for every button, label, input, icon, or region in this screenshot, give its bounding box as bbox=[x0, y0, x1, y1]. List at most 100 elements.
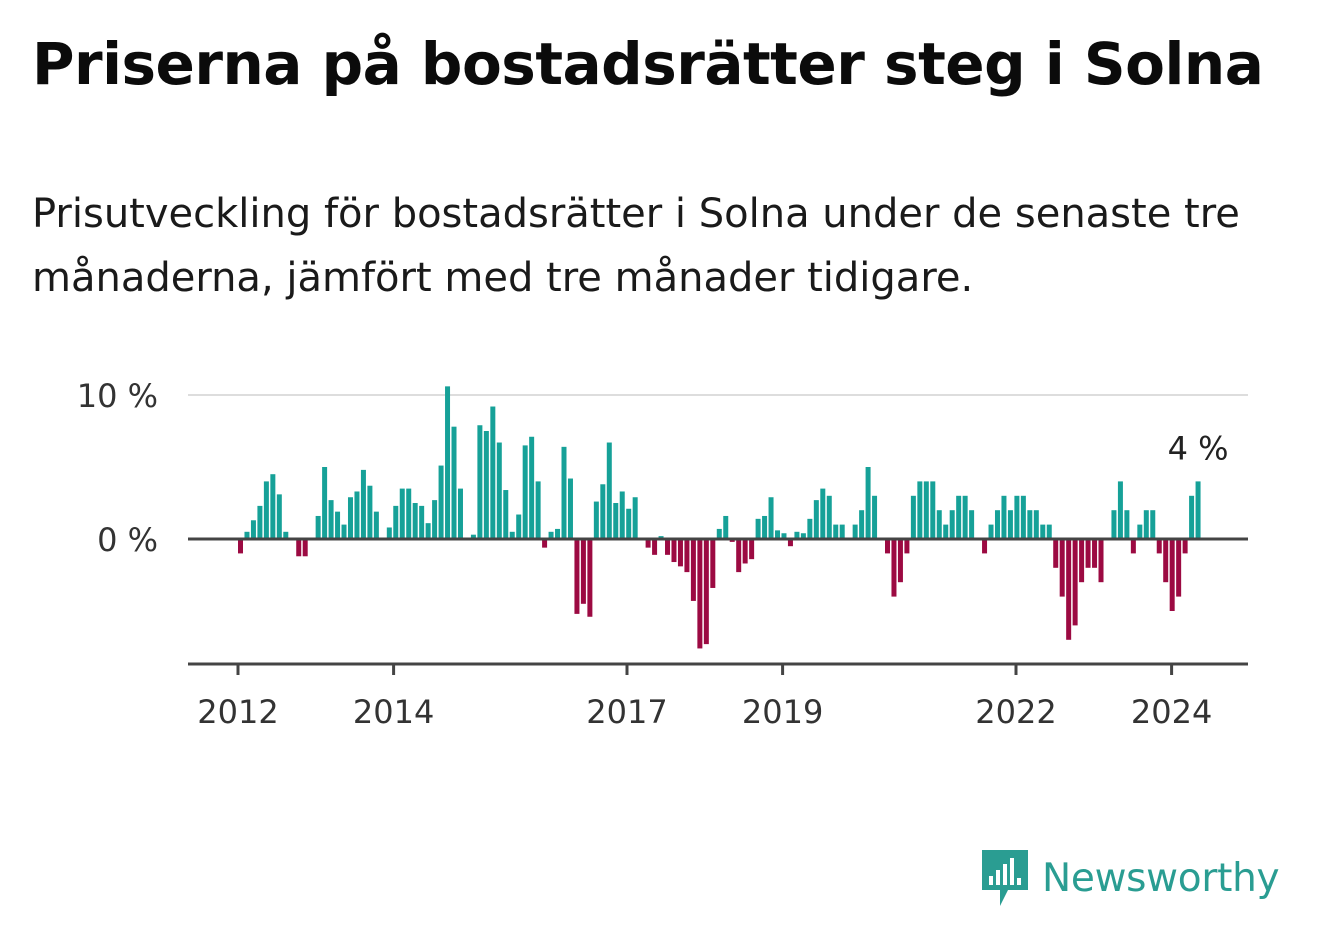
bar bbox=[703, 539, 709, 645]
bar bbox=[496, 442, 502, 539]
bar bbox=[619, 491, 625, 539]
bar bbox=[1182, 539, 1188, 554]
x-tick-label: 2019 bbox=[742, 693, 823, 731]
bar bbox=[1001, 495, 1007, 539]
bar bbox=[897, 539, 903, 583]
bar bbox=[457, 488, 463, 539]
bar bbox=[1053, 539, 1059, 568]
x-tick-label: 2014 bbox=[353, 693, 434, 731]
bar bbox=[1176, 539, 1182, 597]
bar bbox=[393, 505, 399, 539]
bar bbox=[736, 539, 742, 573]
bar bbox=[1098, 539, 1104, 583]
bar bbox=[936, 510, 942, 539]
bar bbox=[872, 495, 878, 539]
bar bbox=[257, 505, 263, 539]
bar bbox=[250, 520, 256, 539]
bar bbox=[1046, 524, 1052, 539]
bar bbox=[1092, 539, 1098, 568]
bar bbox=[885, 539, 890, 554]
bar bbox=[962, 495, 968, 539]
bar bbox=[1137, 524, 1143, 539]
bar bbox=[697, 539, 703, 649]
bar bbox=[794, 531, 800, 539]
bar bbox=[820, 488, 826, 539]
bar bbox=[593, 501, 599, 539]
bar bbox=[548, 531, 554, 539]
bar bbox=[1027, 510, 1033, 539]
bar bbox=[652, 539, 658, 555]
bar bbox=[347, 497, 353, 539]
bar bbox=[677, 539, 683, 567]
bar bbox=[865, 467, 871, 539]
bar bbox=[645, 539, 651, 548]
bar bbox=[1163, 539, 1169, 583]
bar bbox=[1124, 510, 1130, 539]
bar bbox=[859, 510, 865, 539]
bar bbox=[755, 518, 761, 539]
bar bbox=[555, 528, 561, 539]
bar bbox=[335, 511, 341, 539]
bar bbox=[891, 539, 897, 597]
tick-labels: 0 % 10 % 2012 2014 2017 2019 2022 2024 4 % bbox=[77, 377, 1229, 731]
bar bbox=[315, 515, 321, 539]
bar bbox=[386, 527, 392, 539]
bar bbox=[535, 481, 541, 539]
bar bbox=[1156, 539, 1162, 554]
bar bbox=[276, 494, 282, 539]
bar bbox=[516, 514, 522, 539]
bar bbox=[807, 518, 813, 539]
newsworthy-logo-icon bbox=[982, 850, 1028, 906]
chart-title: Priserna på bostadsrätter steg i Solna bbox=[32, 30, 1264, 98]
bar bbox=[477, 425, 483, 539]
bar bbox=[412, 503, 418, 539]
bar bbox=[904, 539, 910, 554]
bar bbox=[509, 531, 515, 539]
bar bbox=[360, 469, 366, 539]
y-tick-label: 0 % bbox=[97, 521, 158, 559]
bar bbox=[1085, 539, 1091, 568]
bar bbox=[833, 524, 839, 539]
bar bbox=[270, 474, 276, 539]
bar bbox=[632, 497, 638, 539]
bar bbox=[949, 510, 955, 539]
bar bbox=[1014, 495, 1020, 539]
chart-subtitle: Prisutveckling för bostadsrätter i Solna… bbox=[32, 191, 1240, 301]
bar-series bbox=[238, 386, 1201, 649]
bar bbox=[781, 533, 787, 539]
bar bbox=[775, 530, 781, 539]
bar bbox=[800, 533, 806, 539]
bar bbox=[684, 539, 690, 573]
bar bbox=[522, 445, 528, 539]
bar bbox=[600, 484, 606, 539]
bar bbox=[1072, 539, 1078, 626]
bar bbox=[1130, 539, 1136, 554]
bar bbox=[956, 495, 962, 539]
bar bbox=[626, 508, 632, 539]
bar bbox=[813, 500, 819, 539]
bar bbox=[399, 488, 405, 539]
bar bbox=[1143, 510, 1149, 539]
bar bbox=[1033, 510, 1039, 539]
bar bbox=[574, 539, 580, 614]
brand-logo: Newsworthy bbox=[980, 848, 1280, 908]
bar bbox=[671, 539, 677, 563]
bar bbox=[328, 500, 334, 539]
axes bbox=[188, 537, 1248, 675]
bar bbox=[994, 510, 1000, 539]
bar bbox=[1007, 510, 1013, 539]
bar bbox=[826, 495, 832, 539]
bar bbox=[470, 534, 476, 539]
bar bbox=[322, 467, 328, 539]
bar bbox=[587, 539, 593, 617]
bar bbox=[1040, 524, 1046, 539]
bar bbox=[238, 539, 243, 554]
bar bbox=[302, 539, 308, 557]
x-tick-label: 2017 bbox=[586, 693, 667, 731]
bar bbox=[716, 528, 722, 539]
bar bbox=[1195, 481, 1201, 539]
bar bbox=[503, 490, 509, 539]
bar bbox=[438, 465, 444, 539]
bar bbox=[406, 488, 412, 539]
bar bbox=[982, 539, 988, 554]
